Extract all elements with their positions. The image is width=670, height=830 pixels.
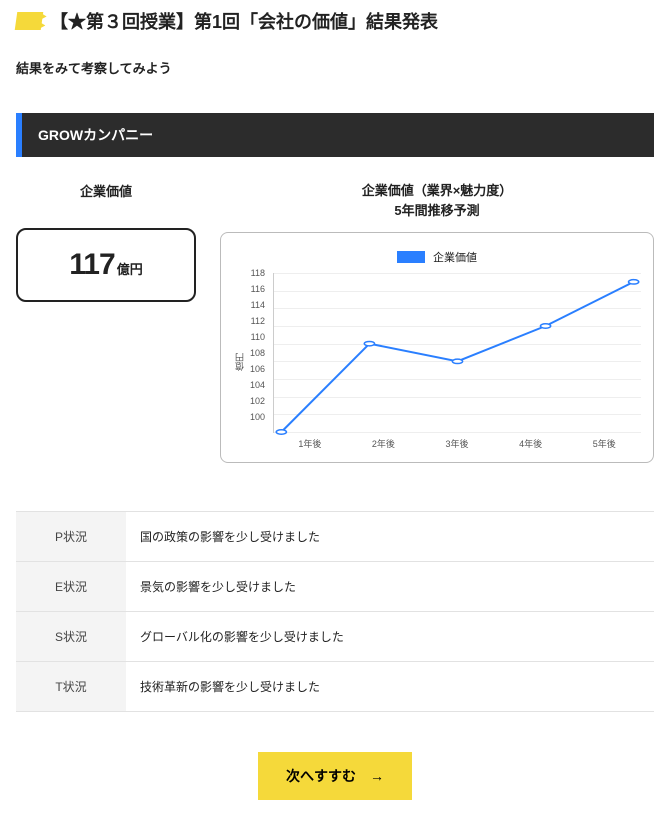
x-tick: 3年後 — [420, 437, 494, 450]
x-tick: 4年後 — [494, 437, 568, 450]
chart-title-line1: 企業価値（業界×魅力度） — [362, 183, 513, 198]
pest-label: S状況 — [16, 612, 126, 662]
y-tick: 100 — [250, 413, 265, 429]
chart-marker — [276, 430, 286, 434]
x-tick: 5年後 — [567, 437, 641, 450]
page-subtitle: 結果をみて考察してみよう — [16, 58, 654, 77]
y-tick: 112 — [250, 317, 265, 333]
chart-plot — [273, 273, 641, 433]
value-column: 企業価値 117億円 — [16, 181, 196, 302]
y-tick: 114 — [250, 301, 265, 317]
chart-title-line2: 5年間推移予測 — [394, 203, 479, 218]
grid-line — [274, 432, 641, 433]
pest-label: T状況 — [16, 662, 126, 712]
chart-marker — [364, 341, 374, 345]
value-number: 117 — [69, 248, 114, 281]
x-ticks: 1年後2年後3年後4年後5年後 — [273, 437, 641, 450]
pest-label: E状況 — [16, 562, 126, 612]
pest-table: P状況国の政策の影響を少し受けましたE状況景気の影響を少し受けましたS状況グロー… — [16, 511, 654, 712]
chart-box: 企業価値 億円 118116114112110108106104102100 1… — [220, 232, 654, 463]
page-title: 【★第３回授業】第1回「会社の価値」結果発表 — [50, 8, 438, 34]
chart-column: 企業価値（業界×魅力度） 5年間推移予測 企業価値 億円 11811611411… — [220, 181, 654, 463]
flag-icon — [15, 12, 44, 30]
chart-legend: 企業価値 — [233, 249, 641, 265]
value-label: 企業価値 — [16, 181, 196, 200]
line-chart-svg — [274, 273, 641, 432]
y-tick: 108 — [250, 349, 265, 365]
chart-area: 億円 118116114112110108106104102100 1年後2年後… — [233, 273, 641, 450]
y-axis-label: 億円 — [233, 353, 246, 371]
table-row: T状況技術革新の影響を少し受けました — [16, 662, 654, 712]
table-row: P状況国の政策の影響を少し受けました — [16, 512, 654, 562]
next-button-wrap: 次へすすむ → — [16, 752, 654, 800]
y-tick: 102 — [250, 397, 265, 413]
company-section-header: GROWカンパニー — [16, 113, 654, 157]
legend-label: 企業価値 — [433, 249, 477, 265]
y-tick: 116 — [250, 285, 265, 301]
pest-text: 技術革新の影響を少し受けました — [126, 662, 654, 712]
x-tick: 1年後 — [273, 437, 347, 450]
page-header: 【★第３回授業】第1回「会社の価値」結果発表 — [16, 8, 654, 34]
x-tick: 2年後 — [347, 437, 421, 450]
next-button[interactable]: 次へすすむ → — [258, 752, 412, 800]
y-tick: 110 — [250, 333, 265, 349]
pest-text: 国の政策の影響を少し受けました — [126, 512, 654, 562]
chart-marker — [540, 324, 550, 328]
y-ticks: 118116114112110108106104102100 — [250, 273, 269, 433]
y-tick: 104 — [250, 381, 265, 397]
legend-swatch — [397, 251, 425, 263]
table-row: S状況グローバル化の影響を少し受けました — [16, 612, 654, 662]
chart-marker — [452, 359, 462, 363]
metrics-row: 企業価値 117億円 企業価値（業界×魅力度） 5年間推移予測 企業価値 億円 … — [16, 181, 654, 463]
pest-label: P状況 — [16, 512, 126, 562]
table-row: E状況景気の影響を少し受けました — [16, 562, 654, 612]
pest-text: 景気の影響を少し受けました — [126, 562, 654, 612]
value-box: 117億円 — [16, 228, 196, 302]
pest-text: グローバル化の影響を少し受けました — [126, 612, 654, 662]
chart-marker — [629, 280, 639, 284]
y-tick: 106 — [250, 365, 265, 381]
chart-title: 企業価値（業界×魅力度） 5年間推移予測 — [220, 181, 654, 220]
value-unit: 億円 — [117, 262, 143, 277]
y-tick: 118 — [250, 269, 265, 285]
chart-line — [281, 282, 633, 432]
